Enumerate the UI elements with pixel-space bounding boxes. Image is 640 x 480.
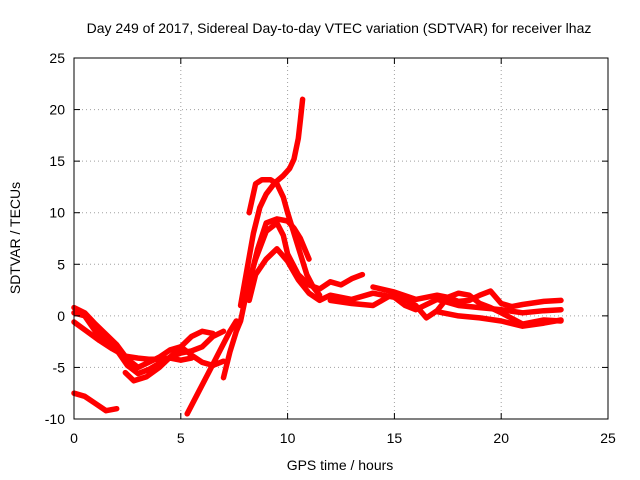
series-track-13 [370,284,564,310]
x-tick-label: 25 [600,430,616,446]
x-tick-label: 5 [177,430,185,446]
series-track-6 [184,318,240,417]
x-tick-label: 20 [493,430,509,446]
series-track-1 [71,304,227,371]
data-series-group [71,96,564,417]
series-track-9 [246,176,323,298]
x-tick-label: 15 [387,430,403,446]
series-track-11 [246,246,564,316]
series-track-3 [71,319,195,363]
y-tick-label: 25 [49,50,65,66]
y-tick-label: 10 [49,205,65,221]
y-tick-label: 0 [57,308,65,324]
series-track-4 [122,328,216,384]
plot-frame [73,57,609,420]
y-tick-label: 20 [49,102,65,118]
series-track-14 [434,308,564,329]
axis-ticks: 0 5 10 15 20 25 -10 -5 0 5 10 15 20 25 [45,50,616,446]
series-track-2 [71,310,227,377]
x-axis-label: GPS time / hours [287,457,394,473]
y-tick-label: 15 [49,153,65,169]
series-track-8 [237,96,306,309]
y-tick-label: -5 [53,359,66,375]
series-track-5 [71,390,120,414]
chart-title: Day 249 of 2017, Sidereal Day-to-day VTE… [87,20,592,36]
y-tick-label: -10 [45,411,65,427]
y-axis-label: SDTVAR / TECUs [7,182,23,294]
x-tick-label: 0 [70,430,78,446]
y-tick-label: 5 [57,256,65,272]
x-tick-label: 10 [280,430,296,446]
